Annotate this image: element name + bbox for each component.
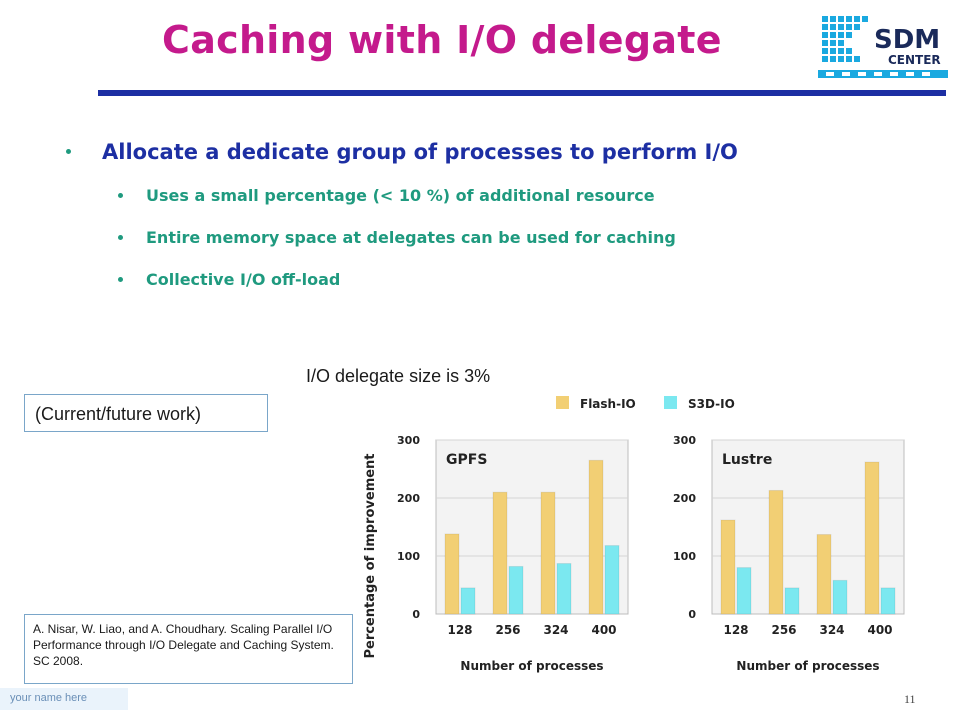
bullet-main: Allocate a dedicate group of processes t… xyxy=(66,140,738,164)
bar xyxy=(444,533,460,615)
y-axis-title: Percentage of improvement xyxy=(363,453,378,658)
y-tick-label: 300 xyxy=(397,434,420,447)
bullet-dot xyxy=(118,235,123,240)
x-tick-label: 256 xyxy=(495,623,520,637)
legend-swatch xyxy=(556,396,569,409)
bar xyxy=(768,489,784,615)
bullet-dot xyxy=(66,149,71,154)
panel-title: Lustre xyxy=(722,452,772,468)
bullet-dot xyxy=(118,277,123,282)
bullet-sub-1: Uses a small percentage (< 10 %) of addi… xyxy=(118,186,655,205)
legend-label: Flash-IO xyxy=(580,397,636,411)
x-tick-label: 324 xyxy=(543,623,568,637)
bar xyxy=(588,459,604,615)
x-axis-title: Number of processes xyxy=(460,659,603,673)
y-tick-label: 200 xyxy=(673,492,696,505)
bullet-sub-text: Entire memory space at delegates can be … xyxy=(146,228,676,247)
x-tick-label: 400 xyxy=(867,623,892,637)
bar xyxy=(556,563,572,615)
bar xyxy=(784,587,800,615)
x-tick-label: 400 xyxy=(591,623,616,637)
x-tick-label: 256 xyxy=(771,623,796,637)
y-tick-label: 300 xyxy=(673,434,696,447)
chart-caption: I/O delegate size is 3% xyxy=(306,366,491,386)
slide-title: Caching with I/O delegate xyxy=(162,18,722,62)
bar xyxy=(604,545,620,615)
bullet-main-text: Allocate a dedicate group of processes t… xyxy=(102,140,738,164)
legend-swatch xyxy=(664,396,677,409)
bar xyxy=(864,461,880,615)
y-tick-label: 200 xyxy=(397,492,420,505)
bar-chart-figure: Flash-IO S3D-IO Percentage of improvement 0… xyxy=(363,396,905,673)
x-tick-label: 324 xyxy=(819,623,844,637)
bar xyxy=(492,491,508,615)
panel-title: GPFS xyxy=(446,452,487,468)
y-tick-label: 100 xyxy=(397,550,420,563)
slide-number: 11 xyxy=(904,692,916,706)
bar xyxy=(832,579,848,615)
bar xyxy=(508,565,524,615)
logo-text: SDM xyxy=(874,25,940,55)
bullet-sub-text: Collective I/O off-load xyxy=(146,270,341,289)
bullet-dot xyxy=(118,193,123,198)
logo-subtext: CENTER xyxy=(888,53,941,67)
y-tick-label: 0 xyxy=(412,608,420,621)
bullet-sub-text: Uses a small percentage (< 10 %) of addi… xyxy=(146,186,655,205)
reference-box: A. Nisar, W. Liao, and A. Choudhary. Sca… xyxy=(24,614,353,684)
footer-author: your name here xyxy=(0,688,128,710)
legend-label: S3D-IO xyxy=(688,397,735,411)
bar xyxy=(816,534,832,615)
x-tick-label: 128 xyxy=(447,623,472,637)
bar xyxy=(720,519,736,615)
bar xyxy=(540,491,556,615)
bar xyxy=(736,567,752,615)
y-tick-label: 0 xyxy=(688,608,696,621)
bullet-sub-3: Collective I/O off-load xyxy=(118,270,341,289)
bullet-sub-2: Entire memory space at delegates can be … xyxy=(118,228,676,247)
bar xyxy=(880,587,896,615)
bar xyxy=(460,587,476,615)
x-tick-label: 128 xyxy=(723,623,748,637)
note-box: (Current/future work) xyxy=(24,394,268,432)
x-axis-title: Number of processes xyxy=(736,659,879,673)
title-rule xyxy=(98,90,946,96)
y-tick-label: 100 xyxy=(673,550,696,563)
sdm-center-logo: SDM CENTER xyxy=(818,16,948,78)
